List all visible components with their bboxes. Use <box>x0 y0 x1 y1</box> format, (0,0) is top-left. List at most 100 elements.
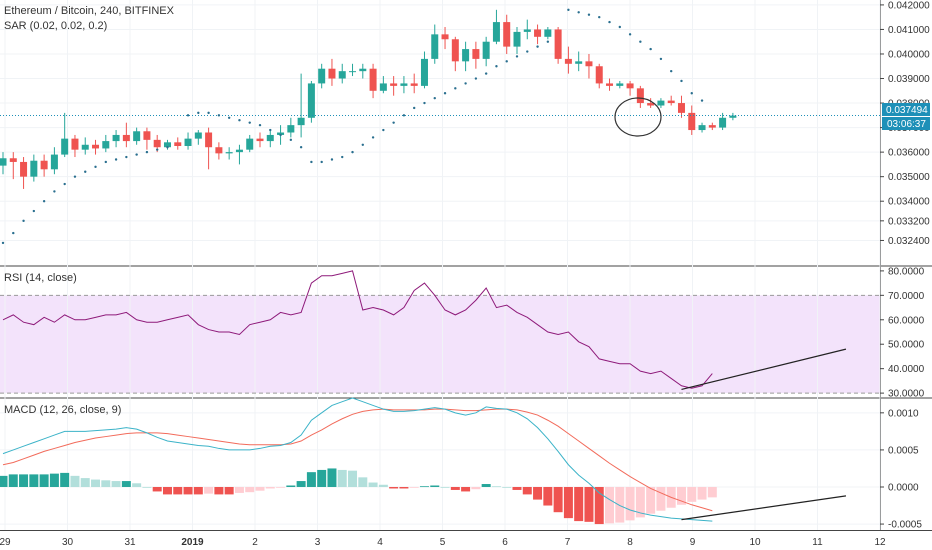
candle <box>636 85 644 108</box>
macd-hist-bar <box>389 486 399 489</box>
macd-hist-bar <box>132 483 142 487</box>
macd-hist-bar <box>605 486 615 524</box>
macd-line <box>2 397 713 522</box>
candle <box>729 112 737 121</box>
candle-body <box>369 68 377 91</box>
sar-dot <box>22 219 25 223</box>
candle-body <box>513 31 521 47</box>
macd-hist-bar <box>491 486 501 488</box>
macd-hist-bar <box>317 469 327 487</box>
candle <box>194 130 202 145</box>
candle <box>657 98 665 108</box>
rsi-tick-label: 30.0000 <box>888 389 925 400</box>
sar-dot <box>351 150 354 154</box>
candle <box>492 9 500 45</box>
macd-hist-bar <box>152 486 162 492</box>
macd-hist-bar <box>522 486 532 495</box>
candle <box>307 80 315 123</box>
candle-body <box>606 83 614 86</box>
candle <box>328 58 336 86</box>
last-price-value: 0.037494 <box>886 105 928 116</box>
macd-hist-bar <box>646 486 656 514</box>
x-tick-label: 5 <box>440 537 446 548</box>
sar-dot <box>258 123 262 127</box>
price-pane-bg <box>0 0 880 265</box>
sar-dot <box>279 133 282 137</box>
sar-dot <box>114 158 118 161</box>
macd-tick-label: 0.0010 <box>888 408 919 419</box>
sar-dot <box>156 148 159 151</box>
candle-body <box>616 83 624 86</box>
sar-dot <box>443 92 447 95</box>
candle <box>698 122 706 133</box>
candle-body <box>379 83 387 91</box>
candle <box>400 76 408 94</box>
macd-hist-bar <box>471 486 481 490</box>
macd-hist-bar <box>450 486 460 490</box>
candle <box>359 63 367 79</box>
sar-dot <box>670 69 673 73</box>
macd-hist-bar <box>337 469 347 487</box>
candle-body <box>81 144 89 150</box>
sar-dot <box>536 45 539 48</box>
candle <box>122 122 130 148</box>
candle <box>369 63 377 99</box>
macd-hist-bar <box>204 486 214 494</box>
candle-body <box>482 41 490 59</box>
candle <box>616 80 624 89</box>
sar-dot <box>197 111 200 115</box>
macd-hist-bar <box>430 485 440 487</box>
candle <box>544 26 552 40</box>
candle <box>441 26 449 50</box>
candle <box>410 73 418 94</box>
macd-hist-bar <box>409 486 419 488</box>
sar-dot <box>608 20 611 24</box>
x-tick-label: 11 <box>812 537 823 548</box>
last-price-badge: 0.037494 <box>882 103 930 116</box>
macd-hist-bar <box>656 486 666 511</box>
candle-body <box>30 160 38 177</box>
macd-hist-bar <box>306 472 316 487</box>
candle <box>102 134 110 153</box>
sar-dot <box>639 40 642 43</box>
macd-hist-bar <box>697 486 707 500</box>
candle <box>246 134 254 153</box>
price-tick-label: 0.032400 <box>888 236 930 247</box>
x-tick-label: 9 <box>690 537 696 548</box>
candle <box>575 51 583 72</box>
macd-hist-bar <box>687 486 697 502</box>
candle-body <box>102 141 110 149</box>
candle-body <box>163 142 171 148</box>
macd-hist-bar <box>543 486 553 506</box>
sar-dot <box>145 150 149 154</box>
candle-body <box>61 138 69 155</box>
macd-hist-bar <box>440 486 450 488</box>
macd-hist-bar <box>327 468 337 487</box>
candle-body <box>20 161 28 177</box>
sar-dot <box>567 8 570 12</box>
candle-body <box>420 58 428 86</box>
candle-body <box>503 22 511 47</box>
candle-body <box>40 160 48 170</box>
x-tick-label: 12 <box>874 537 886 548</box>
candle-body <box>451 39 459 62</box>
x-tick-label: 6 <box>502 537 508 548</box>
candle-body <box>636 88 644 104</box>
grid <box>0 0 881 530</box>
candle <box>379 76 387 94</box>
macd-hist-bar <box>214 486 224 495</box>
candle <box>235 144 243 165</box>
x-tick-label: 7 <box>565 537 571 548</box>
candle <box>482 36 490 67</box>
macd-hist-bar <box>265 486 275 489</box>
sar-dot <box>618 25 621 29</box>
macd-hist-bar <box>80 478 90 487</box>
sar-dot <box>310 160 313 164</box>
macd-hist-bar <box>635 486 645 518</box>
macd-hist-bar <box>183 486 193 495</box>
candle-body <box>50 154 58 170</box>
candle <box>554 26 562 64</box>
sar-dot <box>227 116 231 119</box>
candle <box>472 41 480 69</box>
candle <box>462 41 470 72</box>
